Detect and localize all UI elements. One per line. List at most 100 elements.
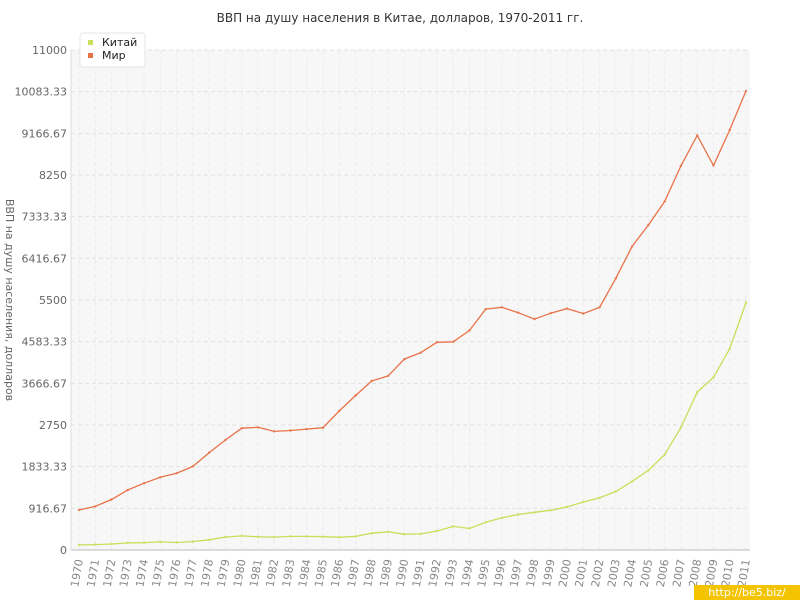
axes	[70, 50, 750, 551]
data-point	[240, 427, 243, 430]
data-point	[77, 508, 81, 512]
data-point	[289, 429, 292, 432]
data-point	[126, 488, 129, 492]
data-point	[403, 357, 406, 361]
x-tick-label: 1996	[491, 558, 509, 588]
data-point	[207, 538, 211, 541]
watermark[interactable]: http://be5.biz/	[694, 585, 800, 600]
series-line	[78, 302, 747, 546]
x-tick-label: 1997	[508, 558, 526, 588]
data-point	[468, 329, 471, 332]
data-point	[484, 307, 487, 311]
data-point	[712, 376, 715, 379]
series-2	[77, 89, 748, 512]
legend-swatch	[88, 53, 93, 58]
x-tick-label: 2005	[638, 558, 656, 588]
y-tick-label: 9166.67	[22, 127, 68, 140]
x-tick-label: 1976	[166, 558, 184, 588]
legend-box	[79, 32, 146, 68]
legend-label: Китай	[102, 36, 137, 49]
y-tick-label: 5500	[39, 294, 67, 307]
data-point	[110, 542, 113, 546]
data-point	[256, 426, 260, 429]
data-point	[321, 426, 325, 429]
data-point	[533, 511, 536, 514]
x-tick-label: 1974	[133, 558, 151, 588]
x-tick-label: 1972	[101, 558, 119, 588]
y-axis-label: ВВП на душу населения, долларов	[3, 199, 16, 401]
data-point	[484, 521, 487, 524]
x-tick-label: 1988	[361, 558, 379, 588]
x-tick-label: 2001	[573, 558, 591, 588]
chart-title: ВВП на душу населения в Китае, долларов,…	[217, 11, 584, 25]
x-tick-label: 1980	[231, 558, 249, 588]
x-tick-label: 1987	[345, 558, 363, 588]
data-point	[582, 312, 585, 315]
data-point	[614, 490, 618, 493]
x-tick-label: 1978	[198, 558, 216, 588]
x-tick-label: 1991	[410, 558, 428, 588]
data-point	[419, 351, 422, 354]
data-point	[419, 532, 422, 536]
data-point	[273, 535, 276, 539]
data-point	[435, 341, 439, 344]
data-point	[744, 301, 748, 304]
data-point	[191, 540, 195, 543]
data-point	[663, 200, 666, 203]
x-tick-label: 2011	[735, 558, 753, 588]
data-point	[403, 533, 406, 536]
x-tick-label: 2004	[621, 558, 639, 588]
data-point	[565, 505, 569, 509]
data-point	[696, 391, 699, 394]
data-point	[305, 535, 308, 538]
x-tick-label: 1984	[296, 558, 314, 588]
data-point	[728, 128, 731, 132]
legend-item[interactable]: Мир	[88, 49, 126, 62]
x-tick-label: 1999	[540, 558, 558, 588]
data-point	[77, 543, 81, 547]
data-point	[452, 525, 455, 528]
data-point	[549, 312, 552, 315]
y-tick-label: 916.67	[29, 502, 68, 515]
y-tick-label: 4583.33	[22, 336, 68, 349]
data-point	[582, 500, 585, 504]
x-tick-label: 2006	[654, 558, 672, 588]
data-point	[435, 529, 439, 533]
watermark-text[interactable]: http://be5.biz/	[708, 586, 786, 599]
data-point	[468, 527, 471, 530]
data-point	[94, 543, 97, 546]
data-point	[256, 535, 260, 538]
x-tick-label: 1985	[312, 558, 330, 588]
legend-item[interactable]: Китай	[88, 36, 137, 49]
data-point	[273, 430, 276, 433]
y-tick-label: 2750	[39, 419, 67, 432]
data-point	[224, 535, 227, 539]
legend-label: Мир	[102, 49, 126, 62]
x-tick-label: 1981	[247, 558, 265, 588]
data-point	[207, 451, 211, 454]
data-point	[110, 498, 113, 501]
y-tick-label: 10083.33	[15, 86, 68, 99]
x-tick-label: 1998	[524, 558, 542, 588]
data-point	[500, 516, 504, 519]
x-tick-label: 2000	[556, 558, 574, 588]
data-point	[630, 245, 634, 248]
y-tick-labels: 0 916.67 1833.33 2750 3666.67 4583.33 5500 6416…	[15, 44, 68, 557]
data-point	[728, 347, 731, 350]
y-tick-label: 1833.33	[22, 461, 68, 474]
data-point	[354, 535, 357, 538]
data-point	[386, 374, 390, 378]
data-point	[338, 536, 341, 539]
data-point	[191, 465, 195, 468]
data-point	[533, 317, 536, 321]
data-point	[370, 379, 373, 383]
y-tick-label: 11000	[32, 44, 67, 57]
x-tick-label: 2009	[703, 558, 721, 588]
data-point	[386, 530, 390, 533]
data-point	[712, 164, 715, 167]
data-point	[126, 541, 129, 545]
data-point	[175, 541, 178, 544]
watermark-bg	[694, 585, 800, 600]
